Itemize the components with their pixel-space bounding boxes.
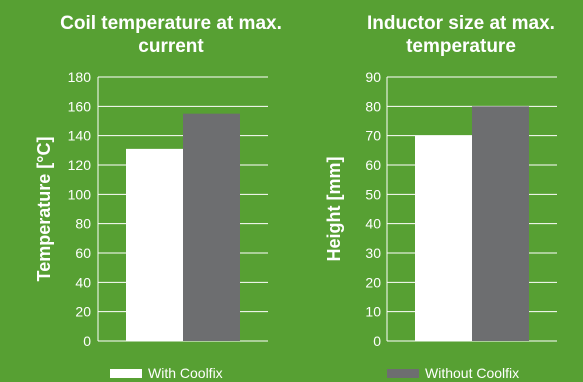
- chart2-bar-without-coolfix: [472, 106, 529, 341]
- chart1-ytick-label-120: 120: [68, 157, 92, 173]
- chart1-ytick-label-40: 40: [75, 274, 91, 290]
- legend-label-without-coolfix: Without Coolfix: [425, 365, 520, 381]
- chart2-ytick-label-90: 90: [365, 69, 381, 85]
- chart1-ytick-label-180: 180: [68, 69, 92, 85]
- legend-item-without-coolfix: Without Coolfix: [387, 364, 519, 382]
- chart1-bar-without-coolfix: [183, 113, 240, 342]
- chart2-title: Inductor size at max. temperature: [367, 13, 555, 57]
- chart2-ytick-label-80: 80: [365, 98, 381, 114]
- chart2-ytick-label-50: 50: [365, 186, 381, 202]
- legend-item-with-coolfix: With Coolfix: [110, 364, 223, 382]
- legend-label-with-coolfix: With Coolfix: [148, 365, 223, 381]
- chart2-ytick-label-40: 40: [365, 216, 381, 232]
- chart1-ytick-label-80: 80: [75, 216, 91, 232]
- chart1-ytick-label-140: 140: [68, 128, 92, 144]
- legend-swatch-without-coolfix: [387, 368, 419, 378]
- chart2-ytick-label-20: 20: [365, 274, 381, 290]
- chart1-ytick-label-0: 0: [83, 333, 91, 349]
- chart1-y-axis-label: Temperature [°C]: [34, 137, 54, 282]
- chart1-ytick-label-160: 160: [68, 98, 92, 114]
- legend-swatch-with-coolfix: [110, 368, 142, 378]
- chart2-ytick-label-60: 60: [365, 157, 381, 173]
- chart2-ytick-label-70: 70: [365, 128, 381, 144]
- chart2-ytick-label-30: 30: [365, 245, 381, 261]
- chart2-bar-with-coolfix: [415, 135, 472, 341]
- chart1-ytick-label-100: 100: [68, 186, 92, 202]
- chart2-ytick-label-10: 10: [365, 304, 381, 320]
- chart1-title: Coil temperature at max. current: [60, 13, 282, 57]
- chart2-ytick-label-0: 0: [373, 333, 381, 349]
- chart1-bar-with-coolfix: [126, 148, 183, 341]
- chart1-ytick-label-20: 20: [75, 304, 91, 320]
- chart2-y-axis-label: Height [mm]: [324, 157, 344, 262]
- chart1-ytick-label-60: 60: [75, 245, 91, 261]
